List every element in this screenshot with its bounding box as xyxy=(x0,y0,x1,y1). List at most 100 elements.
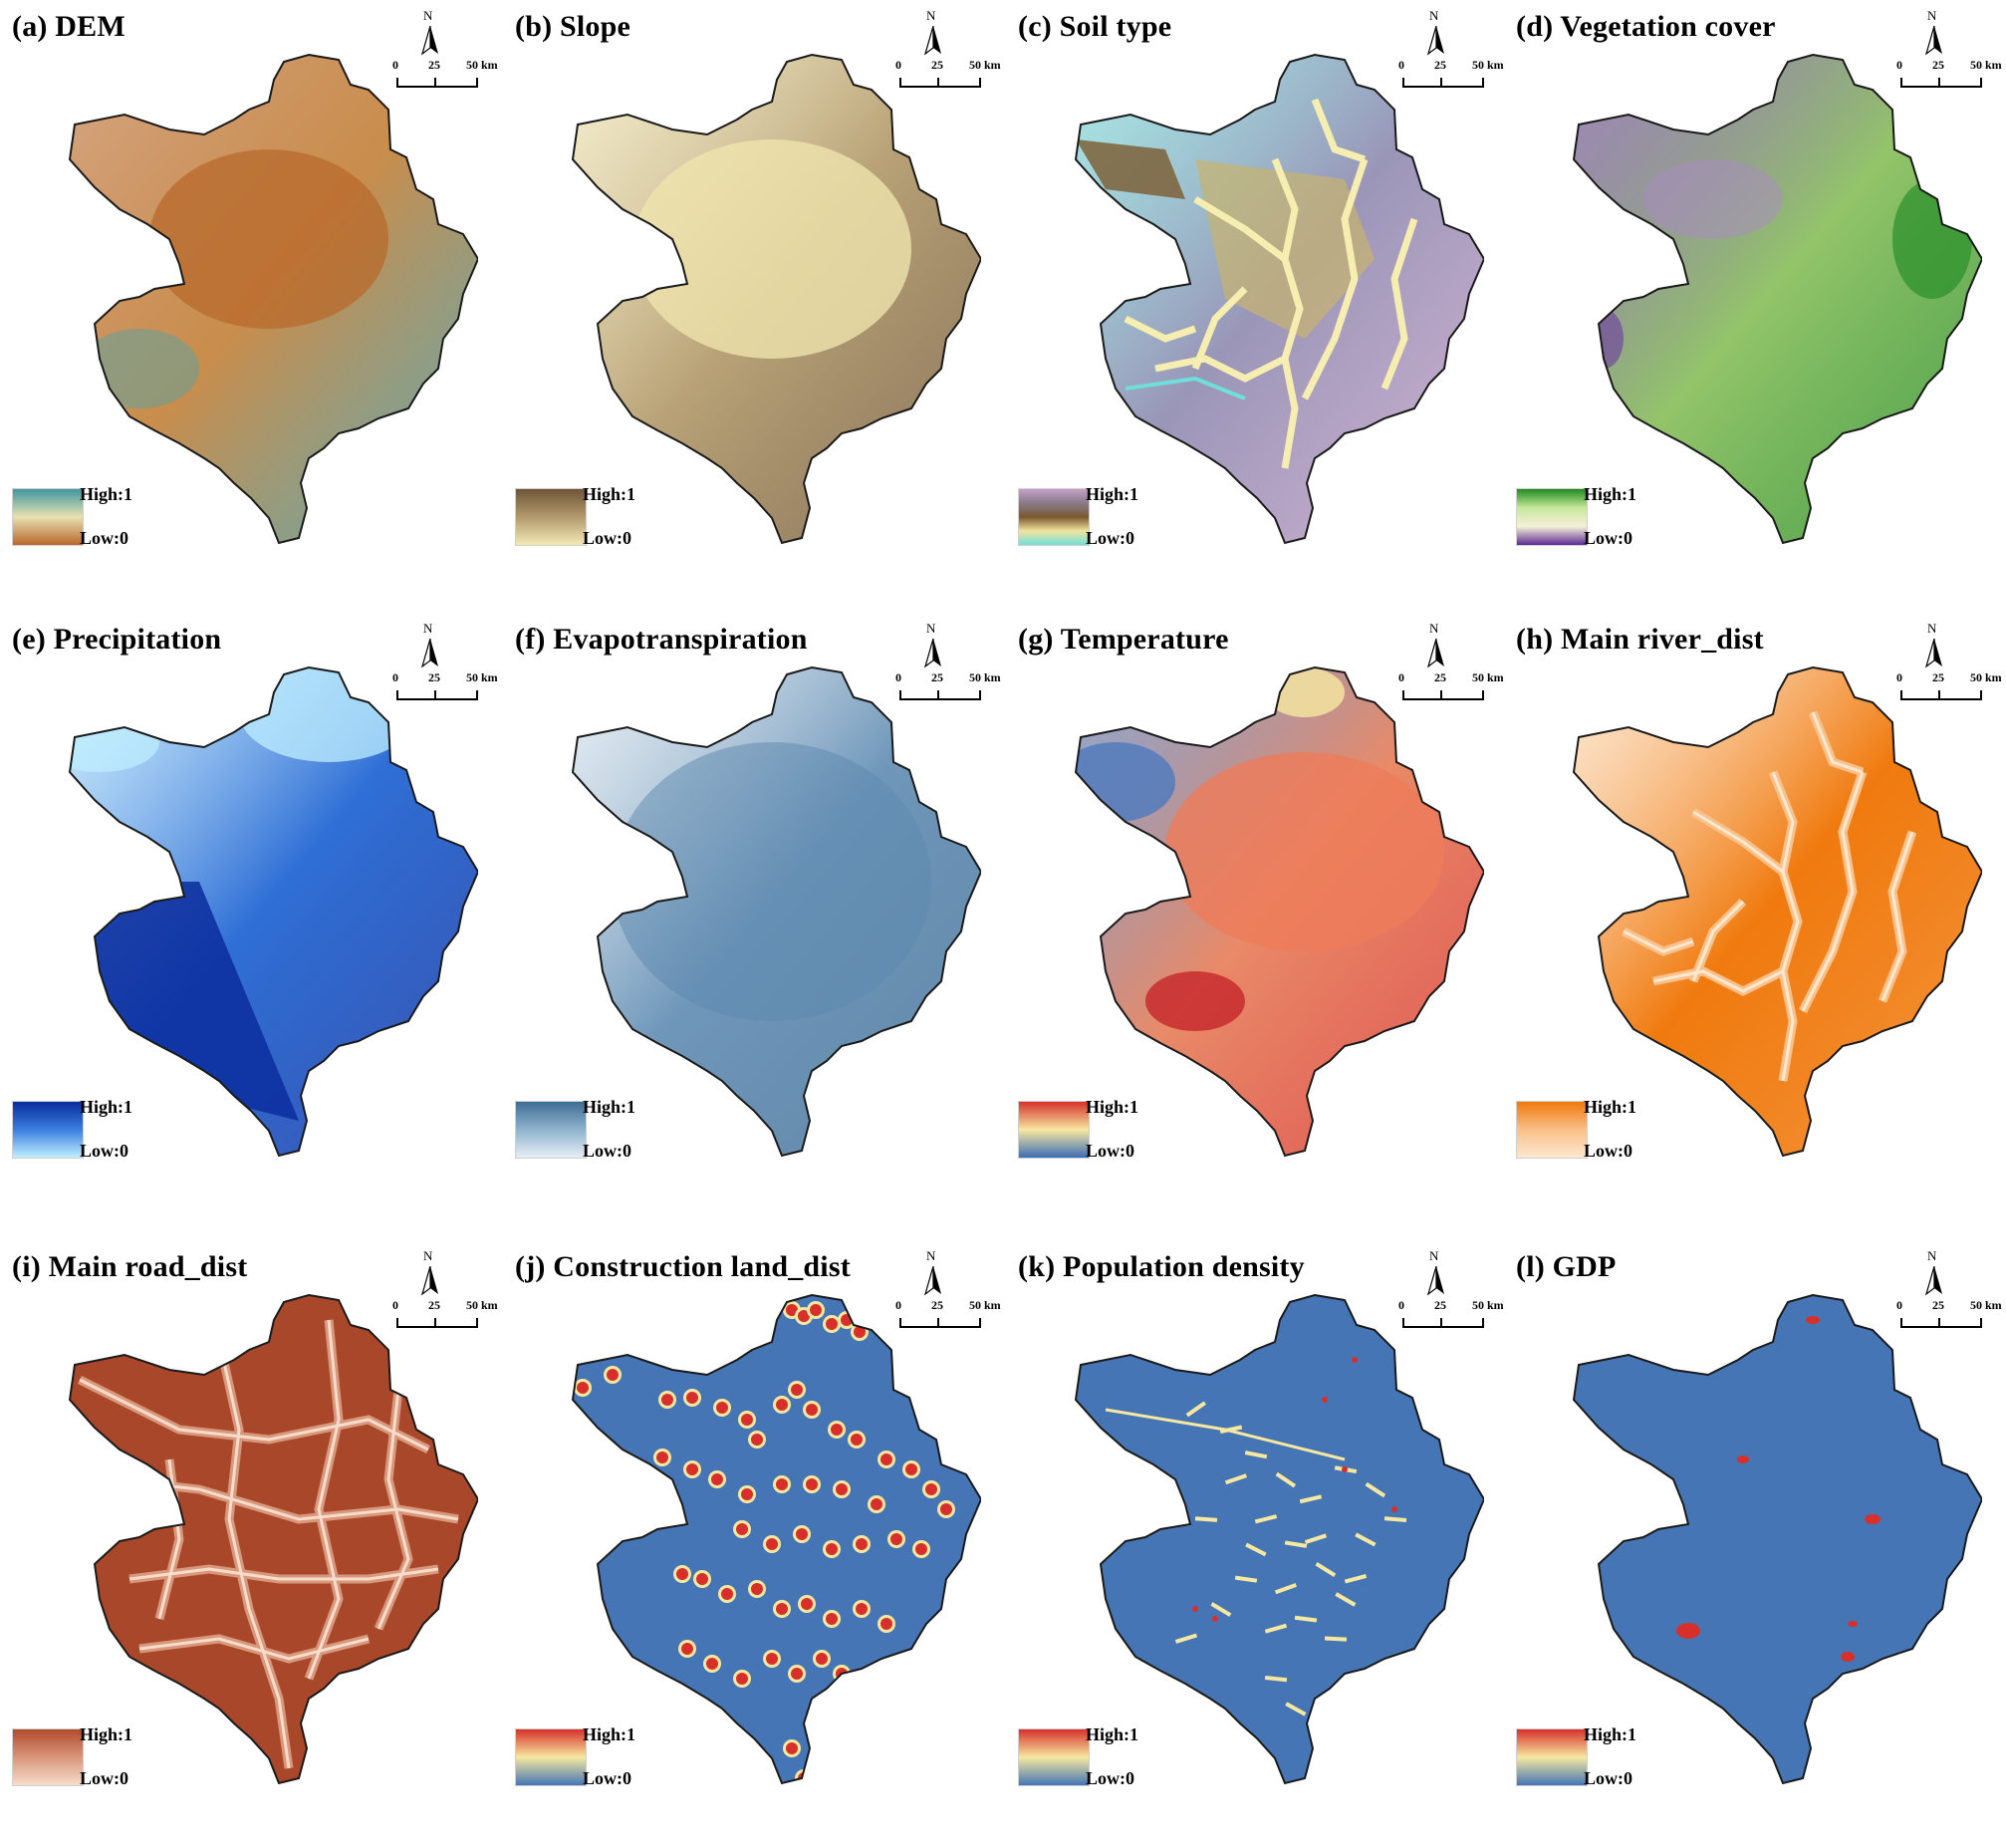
legend-low-label: Low:0 xyxy=(80,1768,128,1788)
legend-high-label: High:1 xyxy=(1584,1724,1637,1744)
map-legend: High:1 Low:0 xyxy=(12,1724,231,1798)
scale-bar: 0 25 50 km xyxy=(891,58,1001,98)
scale-tick-label: 50 km xyxy=(969,58,1001,72)
map-panel: (e) Precipitation N 0 25 50 km High:1 Low:0 xyxy=(0,613,498,1220)
north-arrow-icon: N xyxy=(1424,8,1448,66)
scale-tick-label: 50 km xyxy=(1970,58,2002,72)
legend-color-ramp xyxy=(1516,1101,1588,1159)
study-area-boundary xyxy=(1572,1293,1984,1785)
map-legend: High:1 Low:0 xyxy=(1018,1097,1237,1171)
scale-bar-midtick xyxy=(1440,1318,1442,1328)
north-label: N xyxy=(1429,1248,1439,1263)
scale-tick-label: 50 km xyxy=(1472,1298,1504,1312)
panel-title: (d) Vegetation cover xyxy=(1516,10,1776,43)
map-panel: (b) Slope N 0 25 50 km High:1 Low:0 xyxy=(503,0,1001,608)
scale-tick-label: 25 xyxy=(428,1298,440,1312)
study-area-boundary xyxy=(1572,53,1984,545)
study-area-boundary xyxy=(68,1293,480,1785)
legend-high-label: High:1 xyxy=(80,1724,133,1744)
legend-low-label: Low:0 xyxy=(80,1141,128,1161)
panel-title: (f) Evapotranspiration xyxy=(515,623,808,656)
legend-high-label: High:1 xyxy=(583,484,636,504)
scale-bar-line xyxy=(899,78,981,88)
scale-bar-line xyxy=(1402,1318,1484,1328)
map-legend: High:1 Low:0 xyxy=(515,484,734,558)
map-raster xyxy=(68,1293,480,1785)
map-raster xyxy=(571,53,983,545)
scale-tick-label: 0 xyxy=(1896,1298,1902,1312)
scale-bar-midtick xyxy=(937,690,939,700)
study-area-boundary xyxy=(1074,1293,1486,1785)
scale-tick-label: 50 km xyxy=(969,670,1001,684)
legend-color-ramp xyxy=(515,488,587,546)
map-legend: High:1 Low:0 xyxy=(515,1724,734,1798)
study-area-map xyxy=(1046,40,1486,558)
scale-bar-line xyxy=(1402,690,1484,700)
study-area-boundary xyxy=(571,1293,983,1785)
scale-tick-label: 25 xyxy=(1434,670,1446,684)
study-area-map xyxy=(40,653,480,1171)
scale-tick-label: 50 km xyxy=(1472,58,1504,72)
legend-high-label: High:1 xyxy=(80,1097,133,1117)
legend-color-ramp xyxy=(515,1101,587,1159)
legend-color-ramp xyxy=(12,1728,84,1786)
scale-tick-label: 50 km xyxy=(466,670,498,684)
legend-low-label: Low:0 xyxy=(583,1141,631,1161)
north-label: N xyxy=(926,621,936,636)
scale-tick-label: 25 xyxy=(1434,58,1446,72)
map-raster xyxy=(1074,1293,1486,1785)
scale-tick-label: 0 xyxy=(895,1298,901,1312)
scale-bar-midtick xyxy=(1938,690,1940,700)
study-area-boundary xyxy=(68,53,480,545)
study-area-boundary xyxy=(68,665,480,1158)
scale-bar-midtick xyxy=(937,78,939,88)
scale-bar-line xyxy=(396,690,478,700)
legend-low-label: Low:0 xyxy=(1584,1768,1632,1788)
scale-tick-label: 25 xyxy=(931,58,943,72)
scale-tick-label: 50 km xyxy=(466,58,498,72)
map-raster xyxy=(1572,1293,1984,1785)
map-panel: (j) Construction land_dist N 0 25 50 km High:… xyxy=(503,1240,1001,1848)
study-area-map xyxy=(543,1280,983,1798)
north-label: N xyxy=(926,8,936,23)
north-arrow-icon: N xyxy=(921,621,945,678)
map-panel: (d) Vegetation cover N 0 25 50 km High:1 Low:0 xyxy=(1504,0,2002,608)
legend-color-ramp xyxy=(515,1728,587,1786)
scale-tick-label: 0 xyxy=(895,670,901,684)
panel-title: (j) Construction land_dist xyxy=(515,1250,851,1283)
map-legend: High:1 Low:0 xyxy=(1516,484,1735,558)
study-area-map xyxy=(40,1280,480,1798)
panel-title: (k) Population density xyxy=(1018,1250,1305,1283)
legend-high-label: High:1 xyxy=(1086,1724,1139,1744)
north-label: N xyxy=(1429,8,1439,23)
study-area-map xyxy=(1046,653,1486,1171)
map-raster xyxy=(1572,53,1984,545)
scale-bar-line xyxy=(1900,1318,1982,1328)
study-area-boundary xyxy=(571,665,983,1158)
study-area-map xyxy=(543,40,983,558)
study-area-map xyxy=(1544,40,1984,558)
legend-color-ramp xyxy=(1018,1728,1090,1786)
scale-tick-label: 25 xyxy=(428,670,440,684)
north-arrow-icon: N xyxy=(1922,1248,1946,1306)
map-legend: High:1 Low:0 xyxy=(12,1097,231,1171)
study-area-boundary xyxy=(1074,665,1486,1158)
scale-tick-label: 50 km xyxy=(1970,1298,2002,1312)
panel-title: (e) Precipitation xyxy=(12,623,222,656)
scale-bar-midtick xyxy=(1938,78,1940,88)
panel-title: (g) Temperature xyxy=(1018,623,1229,656)
scale-bar-midtick xyxy=(1440,78,1442,88)
legend-low-label: Low:0 xyxy=(583,1768,631,1788)
legend-low-label: Low:0 xyxy=(1584,1141,1632,1161)
scale-bar-line xyxy=(1402,78,1484,88)
scale-bar: 0 25 50 km xyxy=(1892,670,2002,710)
map-panel: (i) Main road_dist N 0 25 50 km High:1 Low:0 xyxy=(0,1240,498,1848)
north-label: N xyxy=(423,621,433,636)
study-area-map xyxy=(543,653,983,1171)
north-label: N xyxy=(1429,621,1439,636)
study-area-boundary xyxy=(1074,53,1486,545)
legend-high-label: High:1 xyxy=(1086,1097,1139,1117)
north-arrow-icon: N xyxy=(1922,8,1946,66)
scale-bar-line xyxy=(899,690,981,700)
scale-tick-label: 50 km xyxy=(969,1298,1001,1312)
